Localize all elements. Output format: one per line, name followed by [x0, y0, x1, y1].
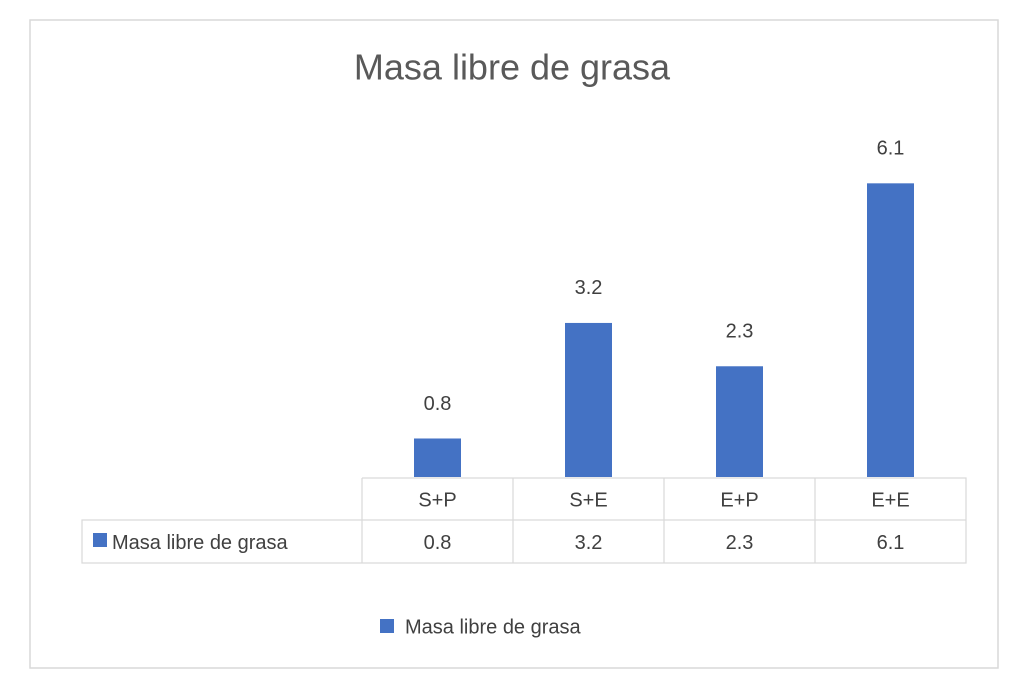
chart-frame	[29, 19, 999, 669]
data-label: 2.3	[726, 321, 754, 343]
bar	[867, 183, 914, 478]
bar	[414, 438, 461, 477]
x-tick-label: S+E	[569, 489, 607, 511]
x-tick-label: S+P	[418, 489, 456, 511]
data-label: 6.1	[877, 138, 905, 160]
x-tick-label: E+P	[720, 489, 758, 511]
x-tick-label: E+E	[871, 489, 909, 511]
table-value: 0.8	[424, 532, 452, 554]
table-value: 6.1	[877, 532, 905, 554]
chart-title: Masa libre de grasa	[354, 47, 671, 88]
legend-key	[93, 533, 107, 547]
bar	[716, 366, 763, 477]
legend-key	[380, 619, 394, 633]
table-value: 2.3	[726, 532, 754, 554]
data-label: 3.2	[575, 277, 603, 299]
bar	[565, 322, 612, 477]
data-table-grid	[81, 477, 967, 564]
data-label: 0.8	[424, 393, 452, 415]
table-row-header: Masa libre de grasa	[112, 532, 289, 554]
table-value: 3.2	[575, 532, 603, 554]
legend-label: Masa libre de grasa	[405, 616, 582, 638]
